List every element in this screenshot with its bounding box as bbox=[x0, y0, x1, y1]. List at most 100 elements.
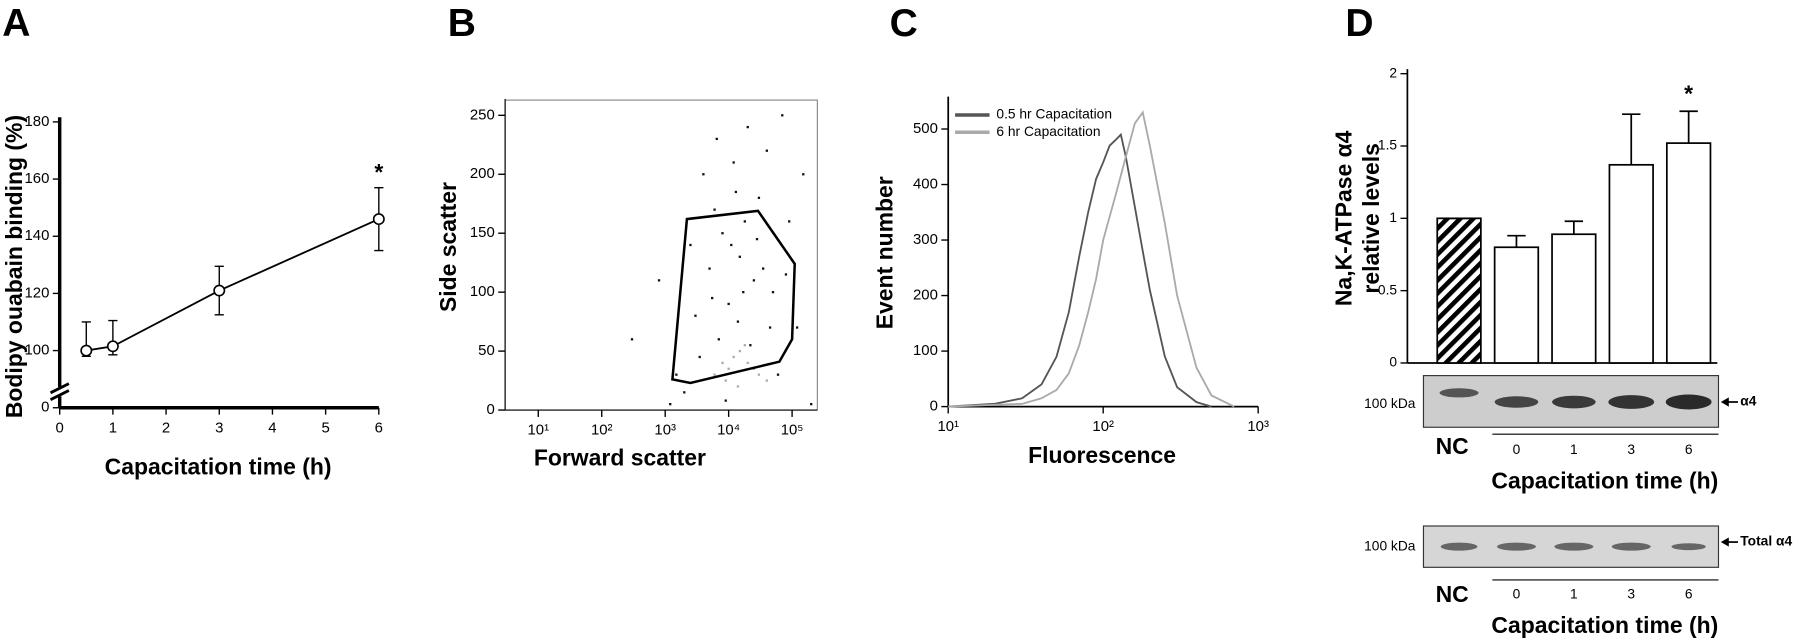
error-bar bbox=[1564, 220, 1584, 235]
point bbox=[742, 291, 745, 294]
y-axis-label: Event number bbox=[871, 176, 897, 329]
point bbox=[669, 402, 672, 406]
point bbox=[727, 302, 730, 306]
marker-label: 100 kDa bbox=[1364, 538, 1416, 553]
panel-label: D bbox=[1345, 2, 1373, 45]
bar bbox=[1493, 246, 1540, 364]
legend-label: 0.5 hr Capacitation bbox=[996, 107, 1112, 122]
x-tick-label: 10⁴ bbox=[717, 422, 740, 439]
point bbox=[732, 161, 735, 164]
y-axis-label: relative levels bbox=[1358, 143, 1384, 293]
x-tick-label: 5 bbox=[321, 419, 329, 436]
point bbox=[771, 291, 775, 294]
y-tick-label: 200 bbox=[913, 286, 938, 303]
point bbox=[752, 279, 756, 282]
blot-band bbox=[1665, 394, 1712, 410]
series-line bbox=[948, 110, 1235, 408]
point bbox=[698, 355, 701, 359]
point bbox=[765, 149, 768, 152]
y-tick-label: 100 bbox=[470, 283, 495, 300]
point bbox=[746, 125, 749, 129]
point bbox=[788, 220, 791, 223]
y-tick-label: 100 bbox=[24, 342, 49, 359]
x-tick-label: 10² bbox=[591, 422, 613, 439]
y-tick-label: 250 bbox=[470, 106, 495, 123]
lane-label: NC bbox=[1436, 433, 1469, 459]
point bbox=[708, 267, 711, 270]
point bbox=[776, 373, 780, 376]
axis-break bbox=[49, 382, 70, 395]
x-axis-label: Fluorescence bbox=[1028, 442, 1176, 468]
error-bar bbox=[1507, 234, 1526, 248]
blot-band bbox=[1439, 388, 1479, 398]
blot-band bbox=[1671, 543, 1706, 551]
series-line bbox=[86, 218, 380, 352]
point bbox=[738, 349, 741, 353]
x-axis-label: Forward scatter bbox=[534, 444, 706, 470]
point bbox=[372, 213, 385, 226]
x-tick-label: 4 bbox=[268, 419, 276, 436]
panel-label: A bbox=[2, 2, 30, 45]
x-tick-label: 0 bbox=[56, 419, 64, 436]
arrow-head bbox=[1720, 537, 1729, 547]
y-tick-label: 140 bbox=[24, 227, 49, 244]
point bbox=[721, 232, 724, 235]
point bbox=[757, 373, 761, 376]
blot-band bbox=[1496, 542, 1536, 551]
point bbox=[724, 379, 727, 382]
blot-band bbox=[1608, 395, 1655, 409]
point bbox=[762, 267, 765, 270]
point bbox=[713, 373, 716, 376]
bar bbox=[1551, 233, 1597, 364]
point bbox=[736, 385, 740, 388]
y-tick-label: 1 bbox=[1389, 210, 1397, 225]
point bbox=[755, 237, 759, 241]
point bbox=[721, 361, 724, 365]
point bbox=[765, 379, 768, 382]
marker-label: 100 kDa bbox=[1364, 396, 1416, 411]
point bbox=[702, 173, 705, 176]
x-tick-label: 10³ bbox=[654, 422, 676, 439]
x-tick-label: 2 bbox=[162, 419, 170, 436]
x-tick-label: 10² bbox=[1092, 418, 1114, 435]
x-tick-label: 1 bbox=[109, 419, 117, 436]
point bbox=[781, 114, 784, 117]
point bbox=[757, 196, 761, 199]
point bbox=[80, 344, 93, 357]
lane-label: 0 bbox=[1513, 442, 1521, 457]
blot-2: 100 kDa Total α4 NC 0 1 3 6 Capacitation… bbox=[1364, 525, 1792, 638]
point bbox=[689, 243, 692, 247]
lane-label: 0 bbox=[1513, 587, 1521, 602]
series-line bbox=[948, 132, 1212, 408]
axis-break bbox=[49, 389, 70, 401]
blot-band bbox=[1554, 542, 1594, 551]
blot-band bbox=[1440, 542, 1478, 551]
y-tick-label: 0 bbox=[486, 401, 494, 418]
point bbox=[683, 391, 686, 394]
point bbox=[768, 326, 772, 329]
y-tick-label: 0 bbox=[930, 398, 938, 415]
point bbox=[736, 320, 740, 323]
x-axis-label: Capacitation time (h) bbox=[1491, 612, 1718, 638]
y-axis-label: Na,K-ATPase α4 bbox=[1330, 130, 1356, 306]
point bbox=[749, 344, 752, 347]
y-tick-label: 50 bbox=[478, 342, 495, 359]
point bbox=[717, 338, 720, 341]
point bbox=[106, 340, 119, 353]
point bbox=[711, 296, 714, 300]
error-bar bbox=[1622, 113, 1641, 165]
panel-label: B bbox=[448, 2, 476, 45]
bar bbox=[1436, 217, 1482, 364]
y-tick-label: 0 bbox=[41, 399, 49, 416]
y-tick-label: 300 bbox=[913, 231, 938, 248]
y-axis-label: Side scatter bbox=[435, 182, 461, 312]
point bbox=[784, 273, 788, 276]
y-tick-label: 160 bbox=[24, 170, 49, 187]
point bbox=[724, 399, 727, 402]
y-tick-label: 180 bbox=[24, 113, 49, 130]
point bbox=[657, 279, 661, 282]
y-tick-label: 120 bbox=[24, 284, 49, 301]
significance-star: * bbox=[374, 159, 383, 185]
